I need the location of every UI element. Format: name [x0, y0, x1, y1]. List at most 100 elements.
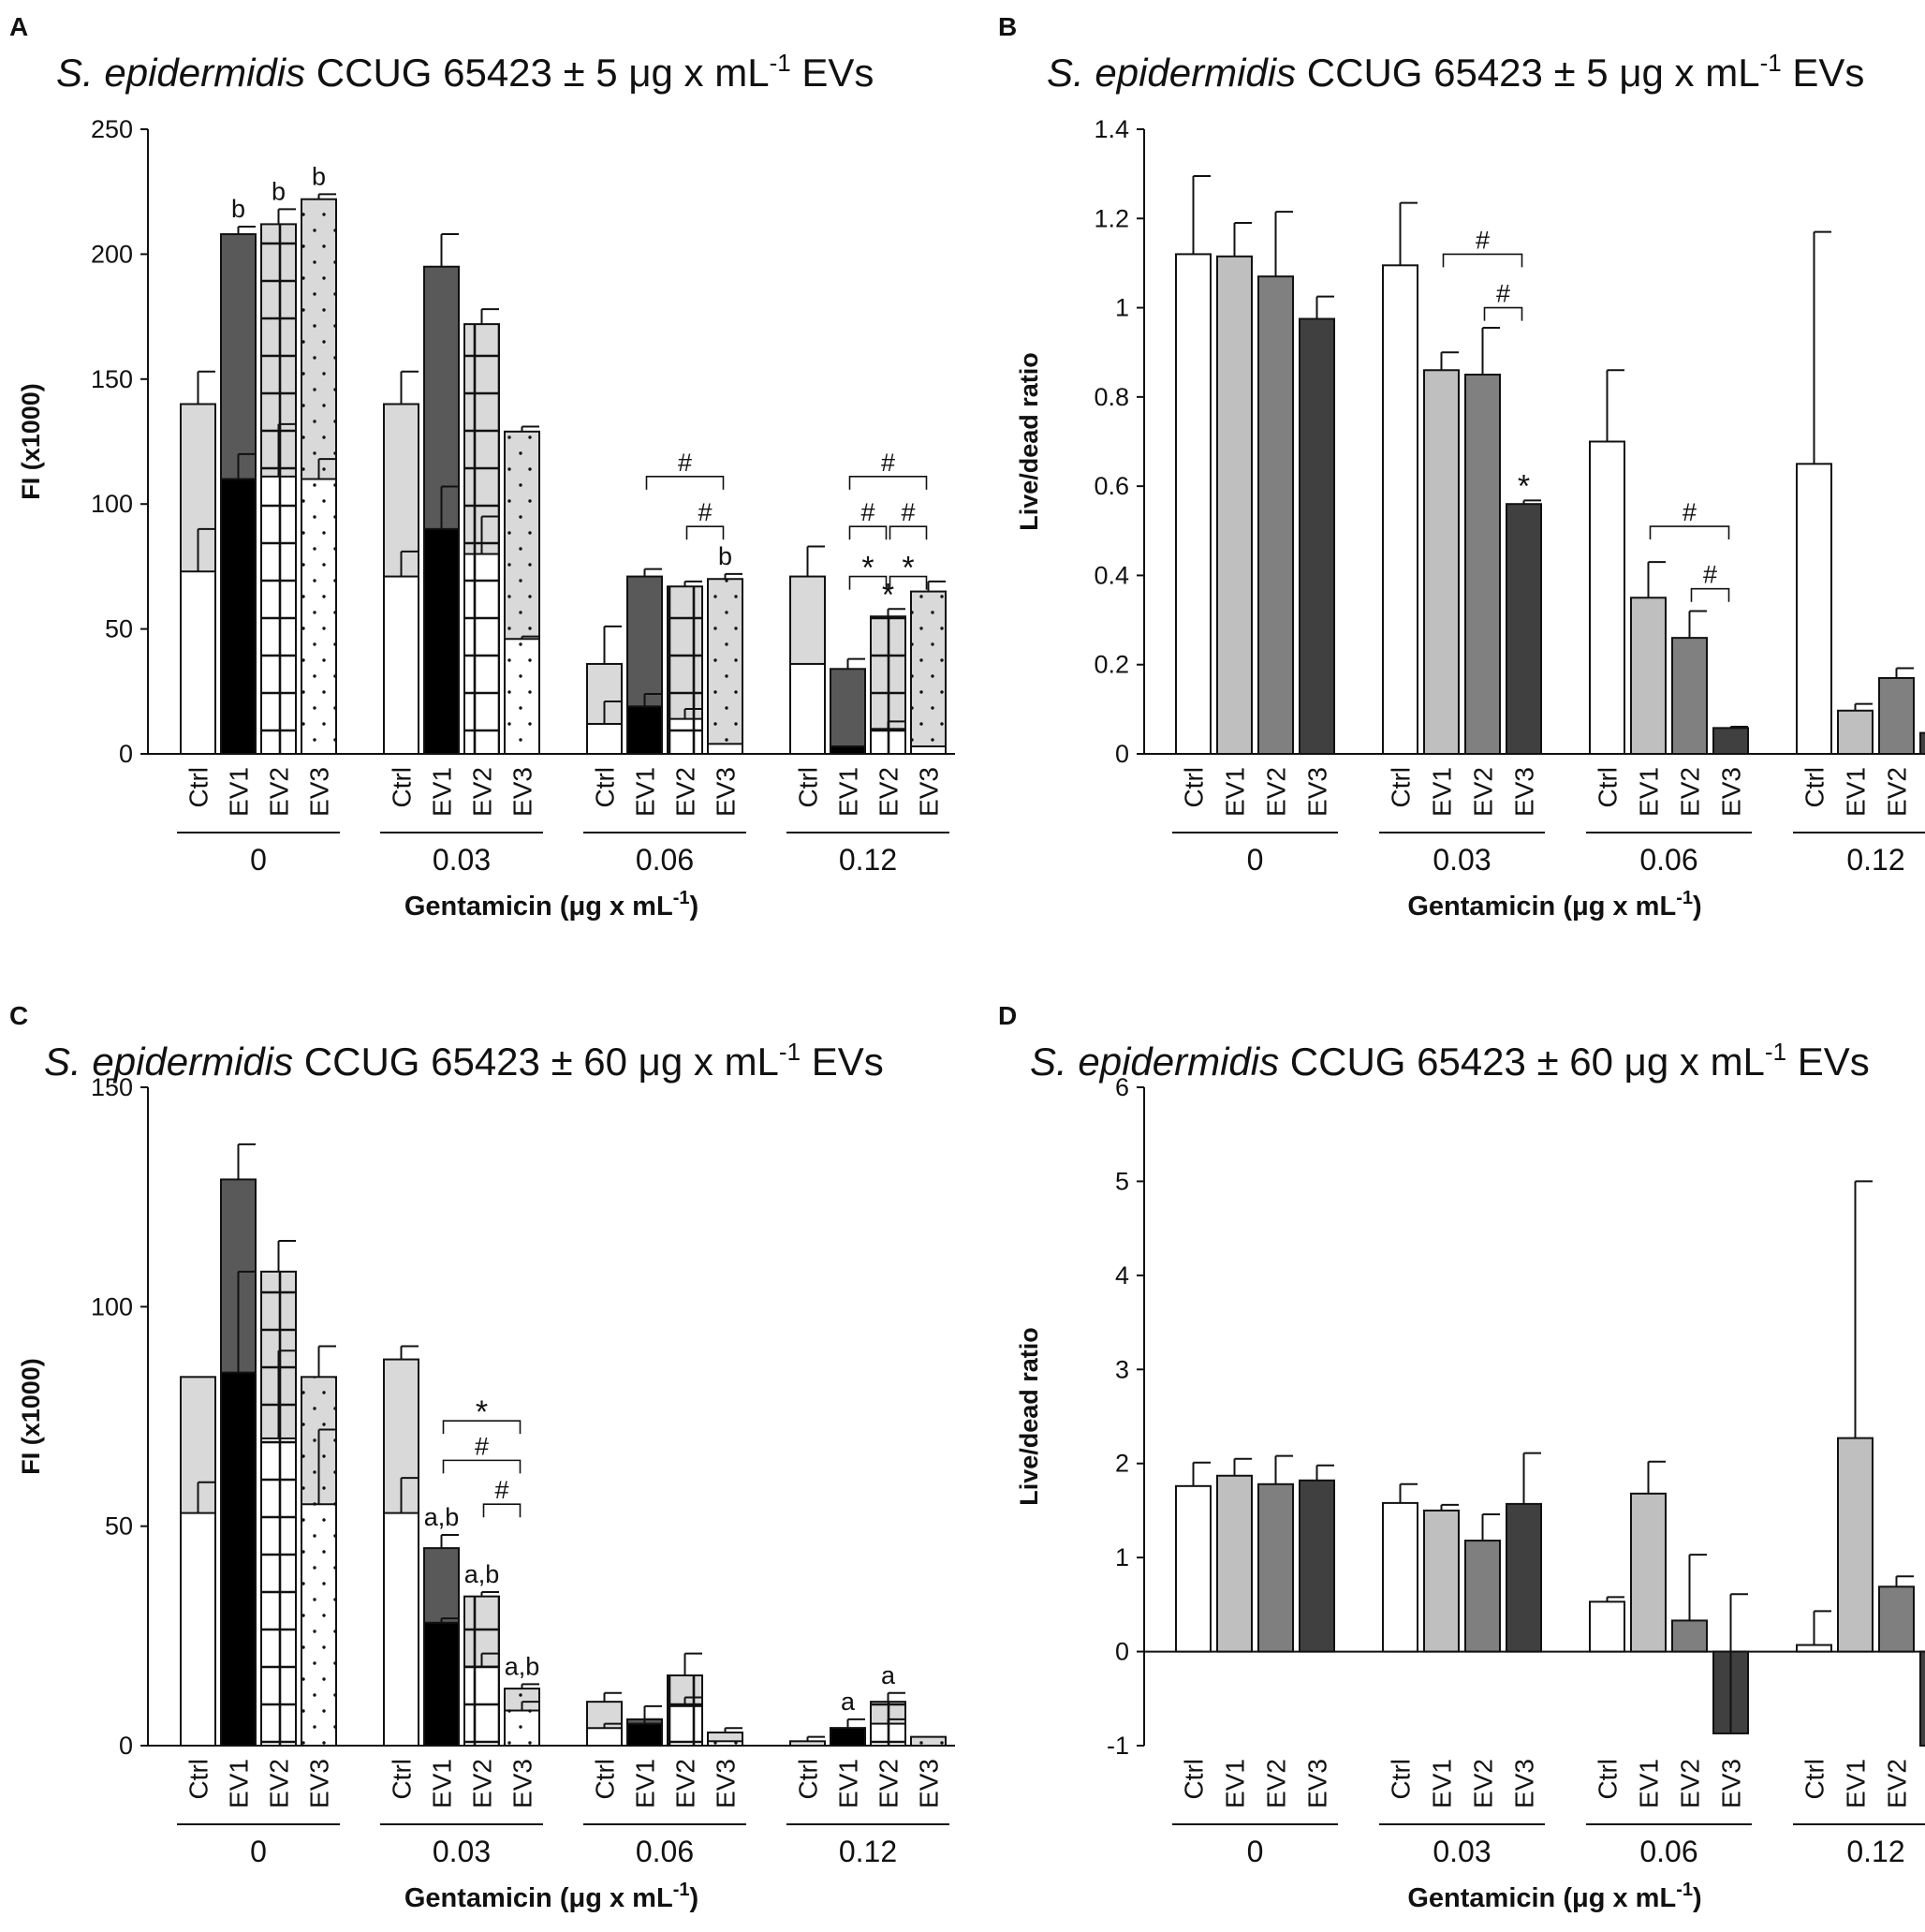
x-group-label: 0: [250, 843, 267, 877]
bracket-symbol: #: [494, 1476, 508, 1504]
chart-D: -1 0 1 2 3 4 5 6 Live/dead ratio Ctrl EV1 EV2 EV3 0 Ct…: [1015, 1073, 1925, 1913]
bar-0-Ctrl: [1175, 253, 1212, 755]
x-group-label: 0: [250, 1835, 267, 1868]
x-category-label: EV2: [1676, 1759, 1705, 1808]
bar-0.06-Ctrl: [1589, 1600, 1625, 1653]
y-tick-label: 5: [1115, 1167, 1129, 1195]
y-tick-label: 3: [1115, 1355, 1129, 1383]
bar-lower-0.03-Ctrl: [383, 1512, 419, 1748]
x-category-label: EV3: [1717, 1759, 1746, 1808]
bar-0.03-Ctrl: [1382, 1501, 1418, 1653]
bar-lower-0.03-EV2: [463, 553, 500, 755]
significance-bracket: [848, 476, 928, 490]
chart-B: 0 0.2 0.4 0.6 0.8 1 1.2 1.4 Live/dead ratio Ctrl E…: [1015, 115, 1925, 922]
significance-bracket: [889, 575, 928, 590]
bar-0.12-EV2: [1878, 1585, 1915, 1653]
bar-0.03-EV2: [1464, 374, 1501, 755]
y-tick-label: 0.4: [1094, 561, 1129, 589]
bar-lower-0.12-EV2: [870, 728, 906, 756]
x-category-label: EV1: [1635, 1759, 1664, 1808]
x-group-label: 0.03: [433, 1835, 491, 1868]
x-category-label: Ctrl: [388, 767, 417, 808]
bar-0.06-EV3: [1712, 727, 1749, 755]
panel-title: S. epidermidis CCUG 65423 ± 5 μg x mL-1 …: [56, 49, 874, 95]
x-category-label: EV1: [834, 1759, 863, 1808]
significance-bracket: [442, 1459, 522, 1474]
y-axis-title: Live/dead ratio: [1015, 1327, 1043, 1506]
y-axis-title: FI (x1000): [17, 1358, 45, 1475]
x-category-label: Ctrl: [1180, 1759, 1209, 1800]
x-category-label: Ctrl: [1800, 1759, 1829, 1800]
x-category-label: EV3: [508, 767, 537, 817]
y-tick-label: 100: [91, 1292, 133, 1320]
panel-letter: D: [998, 1001, 1017, 1030]
significance-bracket: [1483, 306, 1523, 321]
significance-bracket: [442, 1420, 522, 1435]
x-category-label: Ctrl: [1387, 1759, 1416, 1800]
x-category-label: Ctrl: [794, 1759, 823, 1800]
significance-bracket: [1649, 525, 1730, 540]
bar-0.12-EV3: [1919, 731, 1925, 755]
x-category-label: EV3: [508, 1759, 537, 1808]
bar-0.12-EV2: [1878, 677, 1915, 755]
x-category-label: EV3: [712, 1759, 741, 1808]
significance-annotation: b: [231, 195, 245, 223]
chart-A: 0 50 100 150 200 250 FI (x1000) Ctrl EV1 EV2 EV3 0 C…: [17, 115, 955, 922]
x-category-label: EV3: [1510, 767, 1539, 817]
x-group-label: 0: [1247, 1835, 1264, 1868]
bar-0.12-EV1: [1837, 709, 1874, 756]
x-group-label: 0.12: [839, 843, 897, 877]
bar-lower-0.06-EV2: [667, 717, 703, 756]
bar-0-Ctrl: [1175, 1484, 1212, 1653]
y-tick-label: 1: [1115, 294, 1129, 322]
bar-lower-0.06-EV3: [707, 743, 743, 756]
panel-C-title: C S. epidermidis CCUG 65423 ± 60 μg x mL-…: [9, 1001, 884, 1084]
x-axis-title: Gentamicin (μg x mL-1): [404, 1880, 698, 1913]
bar-total-0.12-EV1: [830, 668, 866, 756]
bar-0.03-EV1: [1423, 1509, 1460, 1653]
bracket-symbol: #: [1703, 561, 1717, 589]
bar-lower-0-EV1: [220, 1371, 257, 1747]
x-category-label: EV1: [1842, 767, 1871, 817]
y-tick-label: 50: [105, 615, 133, 643]
chart-C: 0 50 100 150 FI (x1000) Ctrl EV1 EV2 EV3 0 Ctrl EV1…: [17, 1073, 955, 1913]
x-category-label: Ctrl: [1180, 767, 1209, 808]
x-group-label: 0.06: [1639, 843, 1697, 877]
significance-annotation: a: [841, 1688, 856, 1716]
x-category-label: Ctrl: [1594, 1759, 1623, 1800]
bar-lower-0.03-EV3: [504, 1709, 540, 1748]
bar-lower-0-Ctrl: [180, 1512, 216, 1748]
x-axis-title: Gentamicin (μg x mL-1): [404, 888, 698, 922]
x-category-label: EV2: [671, 767, 700, 817]
significance-annotation: a,b: [505, 1652, 540, 1680]
y-tick-label: 1.4: [1094, 115, 1129, 143]
bar-lower-0-EV2: [260, 475, 297, 755]
bar-lower-0.03-EV3: [504, 638, 540, 755]
y-tick-label: 150: [91, 1073, 133, 1101]
x-category-label: EV1: [428, 767, 457, 817]
bar-0.03-EV1: [1423, 369, 1460, 755]
x-axis-title: Gentamicin (μg x mL-1): [1407, 888, 1701, 922]
x-category-label: EV2: [468, 767, 497, 817]
bar-total-0.12-EV3: [910, 1735, 947, 1748]
bracket-symbol: *: [476, 1394, 488, 1430]
significance-bracket: [645, 476, 725, 490]
bar-lower-0.12-Ctrl: [789, 662, 826, 756]
x-category-label: EV2: [874, 1759, 904, 1808]
x-category-label: EV1: [225, 767, 254, 817]
x-category-label: EV3: [1717, 767, 1746, 817]
x-category-label: Ctrl: [184, 1759, 213, 1800]
significance-annotation: a: [881, 1661, 896, 1689]
x-category-label: EV1: [1428, 1759, 1457, 1808]
x-category-label: EV2: [874, 767, 904, 817]
x-category-label: EV2: [468, 1759, 497, 1808]
x-category-label: EV3: [305, 1759, 334, 1808]
bar-lower-0.06-EV1: [626, 1722, 663, 1747]
x-category-label: EV1: [1428, 767, 1457, 817]
bar-0-EV2: [1257, 1482, 1294, 1653]
bar-lower-0-EV3: [301, 1503, 337, 1747]
bracket-symbol: #: [1683, 498, 1697, 526]
bar-0.12-EV1: [1837, 1437, 1874, 1653]
bar-0.12-EV3: [1919, 1650, 1925, 1747]
y-tick-label: 4: [1115, 1261, 1129, 1290]
